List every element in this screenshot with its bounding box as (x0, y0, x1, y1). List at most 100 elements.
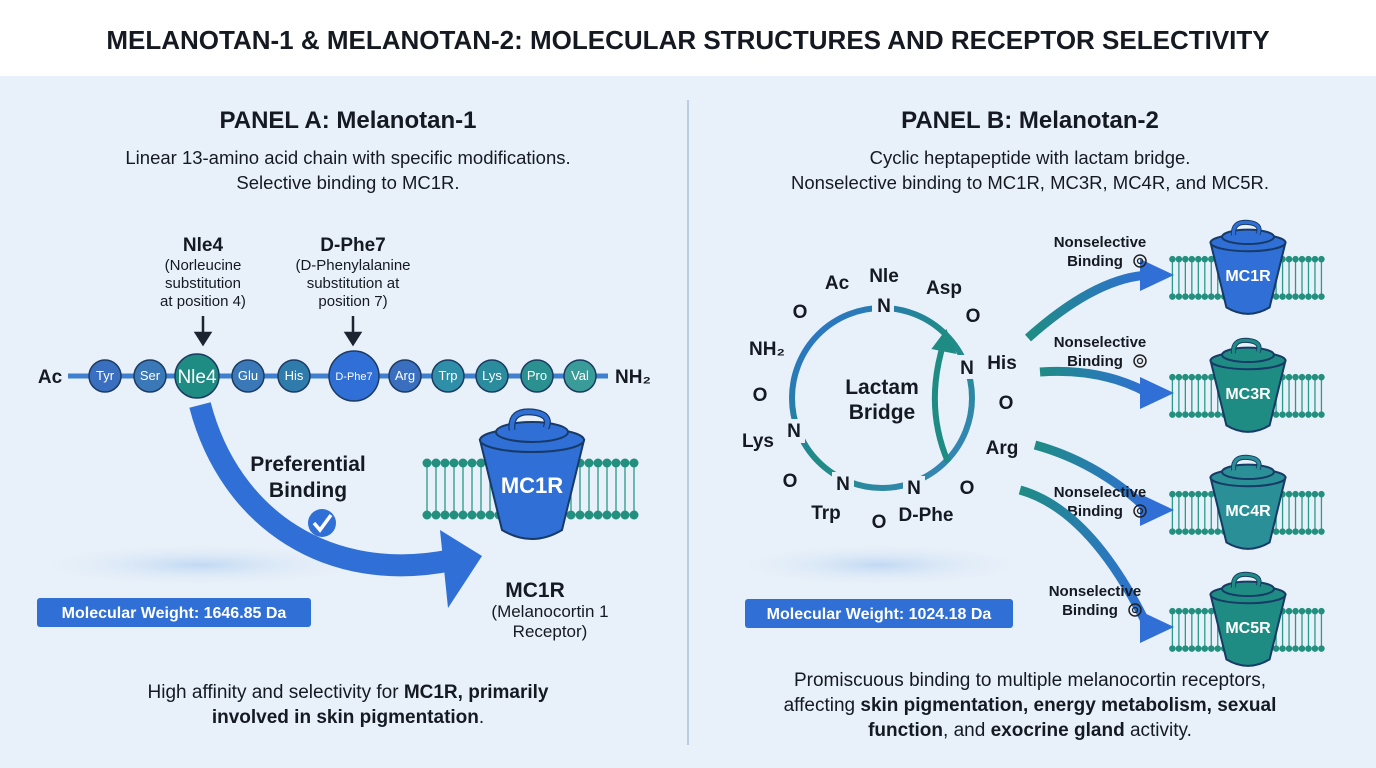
lipid-head (1318, 528, 1325, 535)
receptor-group: MC1R Nonselective Binding MC3R Nonselective B… (1018, 219, 1325, 667)
receptor-ring (1221, 346, 1275, 364)
ring-label-o: O (999, 393, 1014, 414)
lipid-head (1214, 645, 1221, 652)
lipid-head (620, 458, 630, 468)
lipid-head (1305, 293, 1312, 300)
lipid-head (1214, 528, 1221, 535)
ring-label-his: His (987, 353, 1017, 374)
ring-label-dphe: D-Phe (899, 505, 954, 526)
residue-bead (133, 359, 167, 393)
lipid-head (1188, 411, 1196, 418)
lipid-head (1208, 607, 1215, 615)
ring-label-n: N (787, 421, 801, 442)
residue-label: Arg (395, 368, 415, 383)
receptor: MC4R (1169, 454, 1325, 550)
lipid-head (1201, 293, 1209, 300)
lipid-head (1311, 490, 1319, 498)
residue-label: Tyr (96, 368, 115, 383)
down-arrow-icon (343, 316, 363, 347)
lipid-head (1208, 411, 1215, 418)
lipid-head (1279, 411, 1286, 418)
receptor-loop-fill (1231, 338, 1261, 354)
panel-b: PANEL B: Melanotan-2 Cyclic heptapeptide… (742, 107, 1325, 741)
lipid-head (431, 510, 441, 520)
lipid-head (1208, 255, 1215, 263)
lipid-head (1201, 528, 1209, 535)
lipid-head (1311, 645, 1319, 652)
annotation-dphe7-title: D-Phe7 (320, 235, 385, 256)
lipid-head (1188, 607, 1196, 615)
receptor-mc1r-panel-a: MC1R (422, 408, 639, 540)
receptor-loop-fill (509, 409, 550, 431)
lipid-head (1188, 255, 1196, 263)
lipid-head (1311, 255, 1319, 263)
lipid-head (1201, 607, 1209, 615)
nonselective-binding-line1: Nonselective (1054, 484, 1147, 501)
lipid-head (575, 510, 585, 520)
ring-label-trp: Trp (811, 503, 841, 524)
lipid-head (1195, 607, 1202, 615)
lipid-head (1305, 528, 1312, 535)
receptor-body (478, 439, 586, 540)
lipid-head (602, 458, 612, 468)
receptor-loop-fill (1231, 572, 1261, 588)
residue-bead (174, 353, 220, 399)
lipid-head (593, 458, 603, 468)
lipid-head (1272, 645, 1280, 652)
ring-label-o: O (960, 478, 975, 499)
lipid-head (1195, 528, 1202, 535)
residue-bead (431, 359, 465, 393)
lipid-head (1298, 490, 1306, 498)
panel-b-desc-1: Cyclic heptapeptide with lactam bridge. (870, 147, 1191, 168)
annotation-nle4-line3: at position 4) (160, 293, 246, 310)
lipid-head (1292, 255, 1299, 263)
lipid-head (1175, 490, 1183, 498)
residue-bead (88, 359, 122, 393)
target-icon (1128, 603, 1142, 617)
lipid-head (1318, 645, 1325, 652)
binding-arrow (189, 402, 455, 577)
lipid-head (629, 458, 639, 468)
lipid-head (1175, 373, 1183, 381)
nonselective-binding-line1: Nonselective (1054, 234, 1147, 251)
annotation-dphe7: D-Phe7 (D-Phenylalanine substitution at … (295, 235, 411, 347)
panel-a-summary-line1: High affinity and selectivity for MC1R, … (148, 682, 549, 703)
lipid-head (1285, 528, 1293, 535)
lipid-head (485, 510, 495, 520)
receptor: MC5R (1169, 571, 1325, 667)
lipid-head (1305, 411, 1312, 418)
ring-label-n: N (907, 478, 921, 499)
peptide-chain: Ac NH₂ Tyr Ser Nle4 Glu His D-Phe7 Arg Trp Lys Pr… (38, 350, 651, 402)
target-icon (1133, 254, 1147, 268)
lipid-head (1279, 528, 1286, 535)
annotation-nle4-title: Nle4 (183, 235, 224, 256)
lipid-head (1188, 293, 1196, 300)
panel-a-desc-2: Selective binding to MC1R. (236, 172, 459, 193)
lipid-head (1318, 373, 1325, 381)
lipid-head (1285, 645, 1293, 652)
ring-label-nle: Nle (869, 266, 899, 287)
receptor-body (1209, 241, 1287, 315)
lipid-head (1182, 373, 1189, 381)
panel-b-desc-2: Nonselective binding to MC1R, MC3R, MC4R… (791, 172, 1269, 193)
receptor-label: MC1R (501, 473, 563, 498)
binding-arrow-head (440, 530, 482, 608)
lipid-head (1305, 255, 1312, 263)
lipid-head (1201, 490, 1209, 498)
lipid-head (1311, 411, 1319, 418)
molecular-weight-badge-a (37, 598, 311, 627)
binding-arrow (1024, 270, 1149, 342)
lipid-head (1201, 645, 1209, 652)
receptor: MC1R (1169, 219, 1325, 315)
lipid-head (1208, 373, 1215, 381)
panel-b-summary-line3: function, and exocrine gland activity. (868, 720, 1192, 741)
lipid-head (1169, 645, 1176, 652)
lipid-head (1175, 411, 1183, 418)
lipid-head (1311, 293, 1319, 300)
lipid-head (422, 510, 432, 520)
lipid-head (1175, 607, 1183, 615)
residue-bead (520, 359, 554, 393)
target-icon (1133, 504, 1147, 518)
lipid-head (1305, 373, 1312, 381)
receptor-ring (495, 421, 569, 443)
